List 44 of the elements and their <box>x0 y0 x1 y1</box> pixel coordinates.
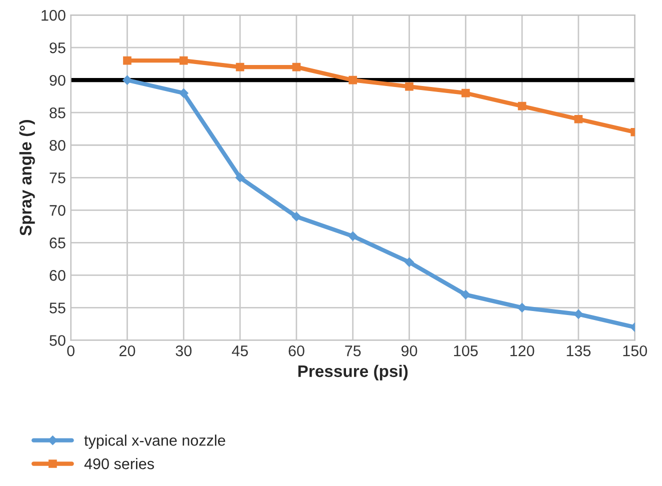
x-tick-label: 30 <box>176 345 192 356</box>
x-tick-label: 45 <box>232 346 248 356</box>
y-tick-label: 65 <box>50 238 66 248</box>
point <box>517 303 527 312</box>
point <box>179 88 188 98</box>
point <box>122 75 132 85</box>
point <box>574 114 583 124</box>
y-tick-label: 75 <box>50 172 66 184</box>
y-tick-label: 95 <box>50 42 66 54</box>
point <box>292 212 302 222</box>
point <box>236 62 244 72</box>
y-tick-label: 100 <box>42 10 66 21</box>
x-axis-title: Pressure (psi) <box>298 364 408 380</box>
x-tick-label: 105 <box>454 345 478 356</box>
x-tick-label: 20 <box>120 345 136 356</box>
y-tick-label: 70 <box>50 205 66 216</box>
x-tick-label: 150 <box>623 345 648 356</box>
point <box>235 173 245 182</box>
point <box>461 88 470 98</box>
point <box>574 310 584 319</box>
y-tick-label: 60 <box>50 270 66 281</box>
y-tick-label: 90 <box>50 74 66 86</box>
y-tick-label: 55 <box>50 302 66 314</box>
x-tick-label: 75 <box>345 346 361 356</box>
legend-label: typical x-vane nozzle <box>84 434 226 449</box>
point <box>348 76 358 84</box>
legend-label: 490 series <box>84 458 154 470</box>
point <box>179 56 188 65</box>
point <box>292 62 301 72</box>
x-tick-label: 120 <box>510 345 534 356</box>
point <box>518 102 526 110</box>
point <box>123 56 132 65</box>
point <box>348 232 358 241</box>
x-tick-label: 60 <box>288 345 304 356</box>
point <box>405 82 414 91</box>
point <box>461 290 470 300</box>
x-tick-label: 90 <box>401 345 418 356</box>
y-axis-title: Spray angle (°) <box>19 120 35 236</box>
x-tick-label: 135 <box>566 345 591 356</box>
y-tick-label: 80 <box>50 140 66 151</box>
y-tick-label: 50 <box>50 335 66 346</box>
y-tick-label: 85 <box>50 107 66 118</box>
x-tick-label: 0 <box>67 345 74 356</box>
point <box>404 258 414 267</box>
